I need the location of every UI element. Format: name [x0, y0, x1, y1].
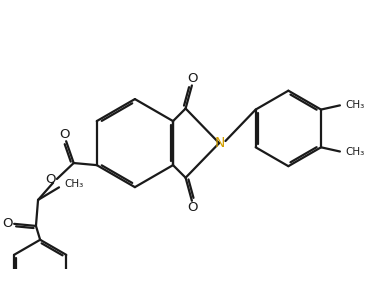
Text: O: O: [59, 128, 69, 141]
Text: CH₃: CH₃: [346, 146, 365, 157]
Text: O: O: [2, 217, 13, 230]
Text: N: N: [215, 136, 225, 150]
Text: O: O: [187, 72, 198, 85]
Text: O: O: [187, 201, 198, 214]
Text: CH₃: CH₃: [64, 179, 83, 189]
Text: CH₃: CH₃: [346, 100, 365, 110]
Text: O: O: [45, 173, 56, 186]
